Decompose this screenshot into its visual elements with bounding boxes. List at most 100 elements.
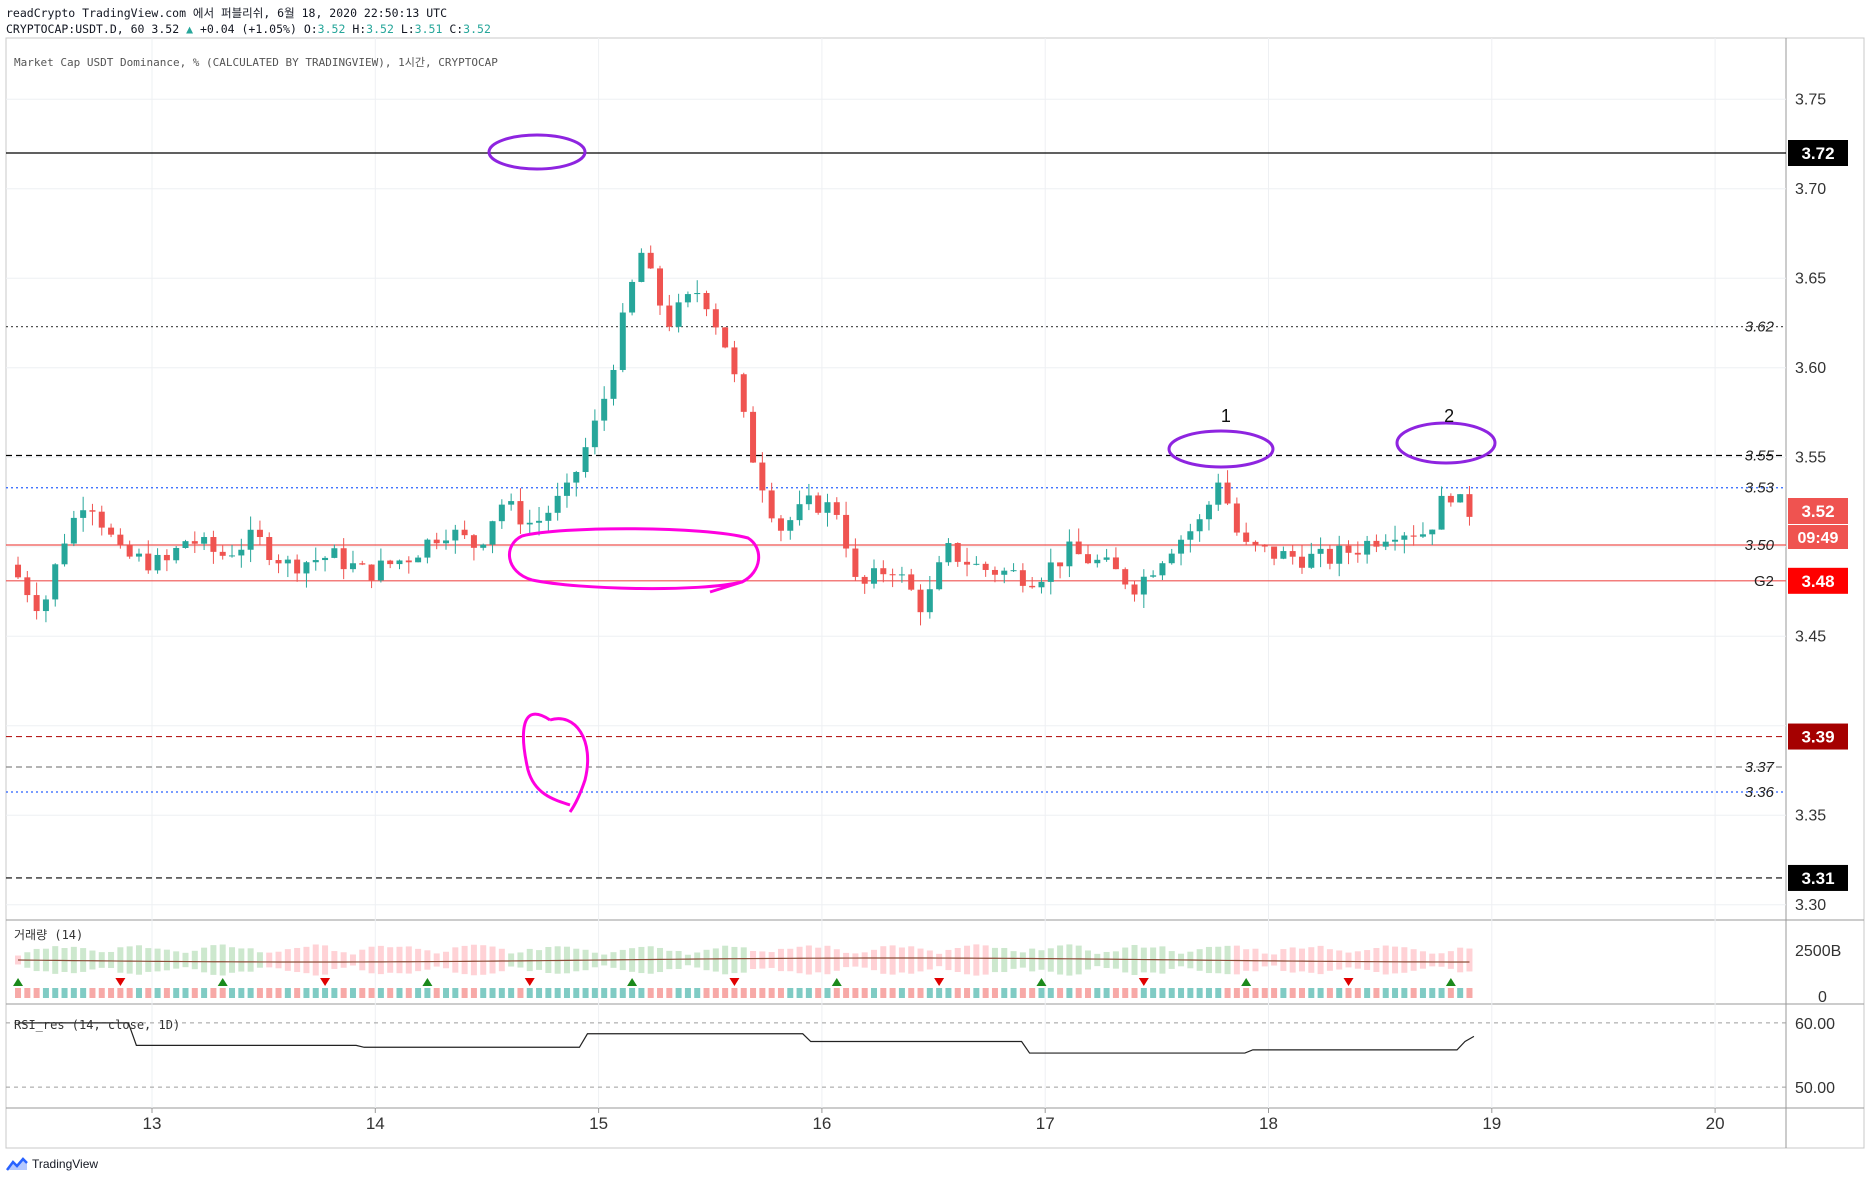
volume-band: [1373, 948, 1380, 972]
volume-band: [750, 951, 757, 969]
volume-bar: [247, 988, 254, 998]
volume-band: [117, 947, 124, 973]
candle-body: [1289, 551, 1296, 557]
candle-body: [824, 502, 831, 513]
candle-body: [1373, 540, 1380, 547]
price-badges: 3.72 3.48 3.39 3.31 3.52 09:49: [1788, 140, 1848, 891]
volume-bar: [852, 988, 859, 998]
candle-body: [1168, 553, 1175, 564]
tradingview-brand[interactable]: TradingView: [6, 1157, 98, 1171]
change-arrow-up-icon: ▲: [186, 22, 193, 36]
volume-ma-line: [18, 957, 1470, 963]
volume-bar: [880, 988, 887, 998]
symbol-name[interactable]: CRYPTOCAP:USDT.D, 60: [6, 22, 145, 36]
candle-body: [666, 305, 673, 327]
volume-band: [415, 948, 422, 972]
candle-body: [1224, 482, 1231, 504]
volume-band: [303, 946, 310, 974]
volume-bar: [805, 988, 812, 998]
volume-bar: [1280, 988, 1287, 998]
volume-bar: [396, 988, 403, 998]
volume-bar: [1122, 988, 1129, 998]
volume-bar: [312, 988, 319, 998]
candle-body: [629, 281, 636, 313]
candle-body: [1466, 494, 1473, 517]
volume-bar: [647, 988, 654, 998]
volume-bar: [1354, 988, 1361, 998]
volume-bar: [1159, 988, 1166, 998]
candle-body: [368, 564, 375, 581]
price-axis[interactable]: 3.75 3.70 3.65 3.60 3.55 3.45 3.35 3.30: [1795, 91, 1826, 914]
hand-drawn-markers: [487, 133, 1497, 813]
candle-body: [815, 495, 822, 513]
candle-body: [201, 537, 208, 544]
candle-body: [80, 510, 87, 518]
countdown-badge: [1788, 525, 1848, 549]
candle-body: [1131, 584, 1138, 595]
volume-bar: [15, 988, 22, 998]
candle-body: [712, 309, 719, 328]
volume-bar: [424, 988, 431, 998]
volume-bar: [182, 988, 189, 998]
volume-band: [182, 952, 189, 968]
candle-body: [582, 447, 589, 473]
close-label: C:: [449, 22, 464, 36]
rsi-title: RSI_res (14, close, 1D): [14, 1018, 180, 1032]
low-value: 3.51: [414, 22, 443, 36]
volume-band: [740, 947, 747, 973]
candle-body: [117, 534, 124, 546]
candle-body: [768, 490, 775, 519]
candle-body: [452, 529, 459, 541]
volume-bar: [1150, 988, 1157, 998]
volume-bar: [117, 988, 124, 998]
candle-body: [1140, 576, 1147, 595]
volume-band: [201, 947, 208, 973]
open-label: O:: [303, 22, 318, 36]
volume-bar: [554, 988, 561, 998]
volume-band: [1401, 947, 1408, 973]
candle-body: [70, 517, 77, 544]
time-tick-label: 18: [1259, 1114, 1278, 1133]
volume-band: [377, 945, 384, 975]
volume-band: [1019, 952, 1026, 968]
volume-bar: [545, 988, 552, 998]
volume-bar: [1233, 988, 1240, 998]
volume-band: [98, 952, 105, 968]
candle-body: [647, 252, 654, 269]
volume-bar: [284, 988, 291, 998]
volume-bar: [703, 988, 710, 998]
volume-bar: [1261, 988, 1268, 998]
volume-band: [340, 952, 347, 968]
volume-title: 거래량 (14): [14, 928, 83, 942]
volume-band: [684, 954, 691, 966]
volume-bar: [294, 988, 301, 998]
volume-band: [247, 948, 254, 972]
volume-bar: [173, 988, 180, 998]
volume-band: [229, 947, 236, 973]
volume-band: [768, 952, 775, 968]
time-tick-label: 15: [589, 1114, 608, 1133]
candle-body: [1345, 545, 1352, 553]
candle-body: [740, 374, 747, 412]
candle-body: [1364, 540, 1371, 555]
volume-bar: [191, 988, 198, 998]
volume-band: [1326, 949, 1333, 971]
candle-body: [210, 537, 217, 552]
price-badge-label: 3.31: [1801, 869, 1834, 888]
volume-bar: [833, 988, 840, 998]
volume-band: [405, 946, 412, 974]
price-tick-label: 3.70: [1795, 181, 1826, 198]
time-axis[interactable]: 13 14 15 16 17 18 19 20: [143, 1108, 1725, 1133]
volume-band: [908, 946, 915, 974]
tradingview-logo-icon: [6, 1157, 28, 1171]
volume-up-marker: [831, 978, 842, 986]
time-tick-label: 14: [366, 1114, 385, 1133]
volume-bar: [740, 988, 747, 998]
volume-up-marker: [1036, 978, 1047, 986]
volume-bar: [238, 988, 245, 998]
volume-up-marker: [13, 978, 24, 986]
candle-body: [1280, 551, 1287, 559]
volume-bar: [1466, 988, 1473, 998]
